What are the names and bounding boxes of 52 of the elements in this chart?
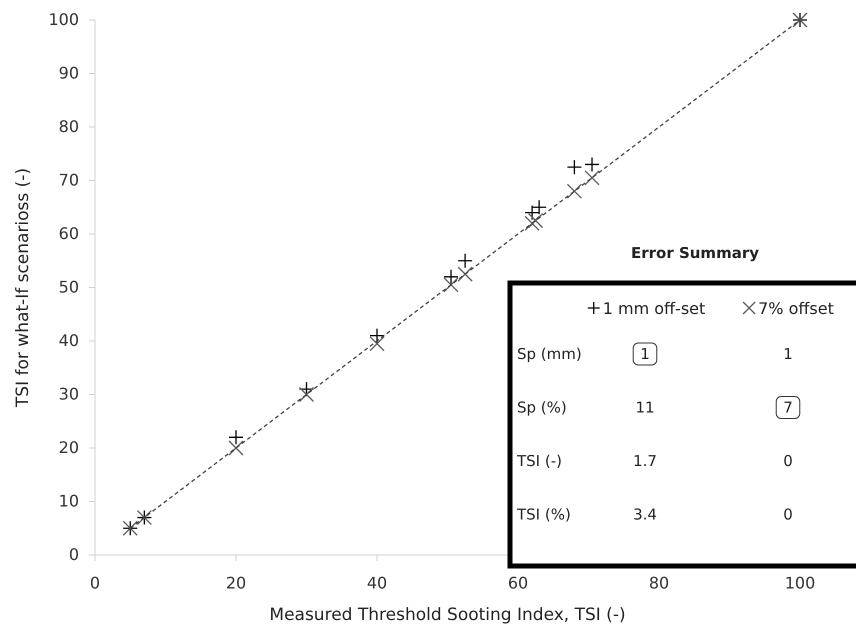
annotation: 11: [635, 398, 655, 416]
x-tick-label: 0: [90, 573, 100, 592]
x-tick-label: 100: [784, 573, 816, 592]
y-tick-label: 30: [58, 384, 79, 404]
point: [566, 159, 582, 175]
point: [298, 382, 314, 397]
y-tick-label: 50: [58, 278, 79, 297]
point: [524, 204, 540, 220]
annotation: TSI (-): [516, 452, 562, 470]
y-tick-label: 100: [48, 10, 79, 30]
y-axis-title: TSI for what-If scenarioss (-): [13, 168, 33, 408]
annotation: Sp (mm): [517, 345, 582, 363]
y-tick-label: 40: [58, 331, 79, 350]
y-tick-label: 60: [58, 224, 79, 244]
point: [528, 212, 544, 228]
annotation: 0: [783, 452, 793, 470]
annotation: 7: [783, 398, 793, 416]
y-tick-label: 70: [58, 170, 79, 190]
point: [443, 269, 459, 284]
y-tick-label: 80: [58, 117, 79, 136]
x-tick-label: 80: [648, 573, 670, 592]
point: [524, 216, 540, 231]
point: [584, 156, 600, 172]
annotation: 1: [783, 345, 793, 363]
point: [369, 328, 385, 344]
x-tick-label: 60: [508, 573, 528, 592]
point: [457, 253, 473, 268]
point: [584, 170, 600, 186]
point: [566, 184, 582, 199]
annotation: Error Summary: [630, 244, 760, 262]
annotation: 1: [640, 345, 650, 363]
y-tick-label: 10: [58, 492, 79, 511]
point: [369, 336, 385, 352]
point: [532, 200, 547, 215]
x-tick-label: 40: [366, 573, 388, 592]
annotation: TSI (%): [516, 506, 571, 524]
y-tick-label: 90: [58, 64, 79, 83]
legend-label: 1 mm off-set: [602, 299, 706, 318]
point: [228, 440, 244, 456]
y-tick-label: 0: [68, 545, 79, 564]
point: [298, 386, 314, 402]
legend-label: 7% offset: [758, 299, 834, 318]
annotation: 3.4: [633, 506, 657, 524]
annotation: 0: [783, 506, 793, 524]
point: [443, 277, 459, 292]
x-axis-title: Measured Threshold Sooting Index, TSI (-): [269, 605, 626, 625]
x-tick-label: 20: [226, 573, 246, 592]
point: [228, 430, 244, 445]
annotation: Sp (%): [517, 398, 567, 416]
annotation: 1.7: [633, 452, 657, 470]
point: [457, 266, 473, 282]
y-tick-label: 20: [58, 438, 79, 458]
